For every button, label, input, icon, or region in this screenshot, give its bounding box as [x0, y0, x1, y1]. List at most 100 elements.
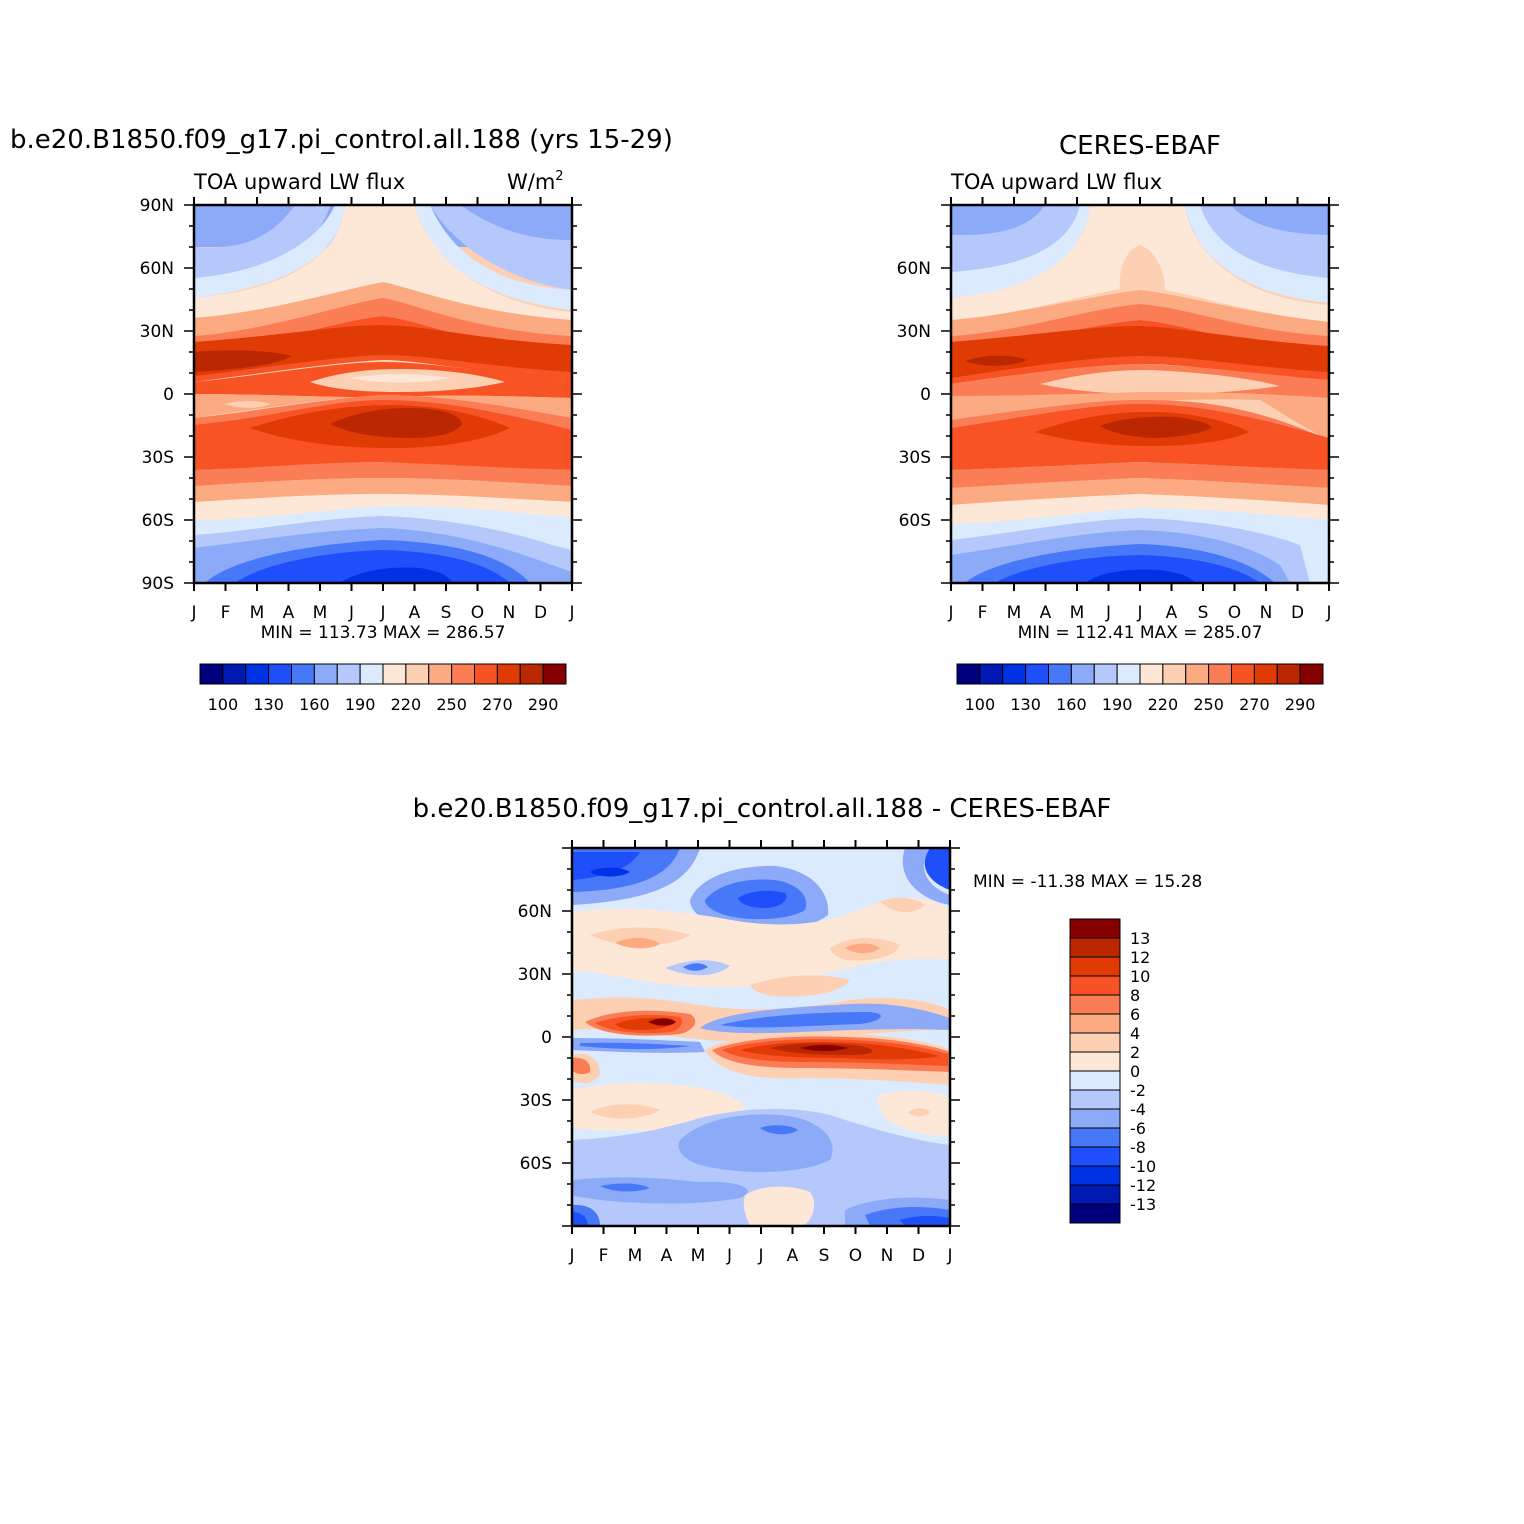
colorbar-box [1069, 1108, 1121, 1129]
colorbar-box [1299, 663, 1324, 685]
y-tick-label: 60N [140, 259, 174, 279]
y-tick-label: 30S [520, 1091, 552, 1111]
colorbar-label: 100 [208, 695, 239, 714]
x-tick-label: M [313, 603, 328, 623]
colorbar-box [1069, 1089, 1121, 1110]
colorbar-box [405, 663, 430, 685]
field-band [572, 852, 640, 880]
colorbar-box [1069, 937, 1121, 958]
colorbar-label: 4 [1130, 1024, 1140, 1043]
x-tick-label: A [787, 1246, 799, 1266]
colorbar-box [1048, 663, 1072, 685]
colorbar-box [222, 663, 247, 685]
colorbar-label: 160 [1056, 695, 1087, 714]
field-band [743, 1186, 815, 1226]
field-band [590, 1104, 660, 1119]
panel-b-colorbar: 100 130 160 190 220 250 270 290 [956, 663, 1324, 714]
panel-a-minmax: MIN = 113.73 MAX = 286.57 [261, 623, 506, 643]
field-band [951, 478, 1329, 505]
field-band [194, 205, 345, 298]
y-tick-label: 30N [140, 322, 174, 342]
colorbar-label: 290 [1285, 695, 1316, 714]
colorbar-box [268, 663, 292, 685]
colorbar-box [1069, 1051, 1121, 1072]
colorbar-box [291, 663, 315, 685]
x-tick-label: O [471, 603, 484, 623]
field-band [951, 205, 1090, 298]
colorbar-box [1069, 1146, 1121, 1167]
x-tick-label: M [1070, 603, 1085, 623]
colorbar-label: 130 [1010, 695, 1041, 714]
field-band [845, 943, 880, 954]
colorbar-label: -8 [1130, 1138, 1146, 1157]
x-tick-label: M [628, 1246, 643, 1266]
colorbar-label: 2 [1130, 1043, 1140, 1062]
field-band [600, 1183, 650, 1192]
panel-a-units-base: W/m [507, 170, 555, 194]
field-band [194, 394, 572, 425]
x-tick-label: J [947, 603, 953, 623]
y-tick-label: 60N [897, 259, 931, 279]
panel-b-title: CERES-EBAF [1059, 131, 1221, 161]
colorbar-box [245, 663, 270, 685]
y-tick-label: 60S [520, 1154, 552, 1174]
colorbar-label: 270 [482, 695, 513, 714]
panel-a-units: W/m2 [507, 169, 564, 194]
colorbar-box [1069, 1127, 1121, 1148]
y-tick-label: 60S [899, 511, 931, 531]
field-band [720, 1012, 881, 1028]
x-tick-label: J [1136, 603, 1142, 623]
x-tick-label: A [1040, 603, 1052, 623]
colorbar-box [1185, 663, 1210, 685]
x-tick-label: J [379, 603, 385, 623]
x-tick-label: N [503, 603, 516, 623]
field-band [470, 205, 572, 240]
colorbar-label: -10 [1130, 1157, 1156, 1176]
panel-a-field [194, 205, 572, 583]
field-band [902, 848, 950, 905]
colorbar-label: 190 [1102, 695, 1133, 714]
x-tick-label: J [568, 1246, 574, 1266]
colorbar-label: -13 [1130, 1195, 1156, 1214]
field-band [683, 963, 708, 971]
field-band [580, 1042, 690, 1049]
field-band [415, 205, 572, 310]
field-band [194, 494, 572, 540]
field-band [880, 897, 925, 913]
colorbar-label: 8 [1130, 986, 1140, 1005]
field-band [1100, 416, 1212, 438]
colorbar-box [979, 663, 1004, 685]
x-tick-label: J [757, 1246, 763, 1266]
colorbar-box [1093, 663, 1118, 685]
colorbar-label: 290 [528, 695, 559, 714]
x-tick-label: D [1291, 603, 1304, 623]
colorbar-label: -6 [1130, 1119, 1146, 1138]
x-tick-label: F [599, 1246, 609, 1266]
field-band [951, 205, 1080, 272]
x-tick-label: J [190, 603, 196, 623]
field-band [572, 898, 950, 988]
field-band [750, 975, 850, 997]
x-tick-label: S [819, 1246, 830, 1266]
field-band [1200, 205, 1329, 278]
colorbar-label: 100 [965, 695, 996, 714]
field-band [1040, 370, 1280, 394]
x-tick-label: J [1325, 603, 1331, 623]
colorbar-box [1069, 1184, 1121, 1205]
x-tick-label: D [912, 1246, 925, 1266]
colorbar-label: 220 [391, 695, 422, 714]
field-band [194, 325, 572, 376]
colorbar-label: -4 [1130, 1100, 1146, 1119]
x-tick-label: F [221, 603, 231, 623]
x-tick-label: J [946, 1246, 952, 1266]
x-tick-label: A [1166, 603, 1178, 623]
field-band [965, 355, 1027, 366]
colorbar-box [1162, 663, 1187, 685]
colorbar-box [1276, 663, 1301, 685]
y-tick-label: 0 [920, 385, 931, 405]
colorbar-box [1139, 663, 1164, 685]
y-tick-label: 90S [142, 574, 174, 594]
field-band [430, 205, 572, 290]
colorbar-box [1002, 663, 1027, 685]
